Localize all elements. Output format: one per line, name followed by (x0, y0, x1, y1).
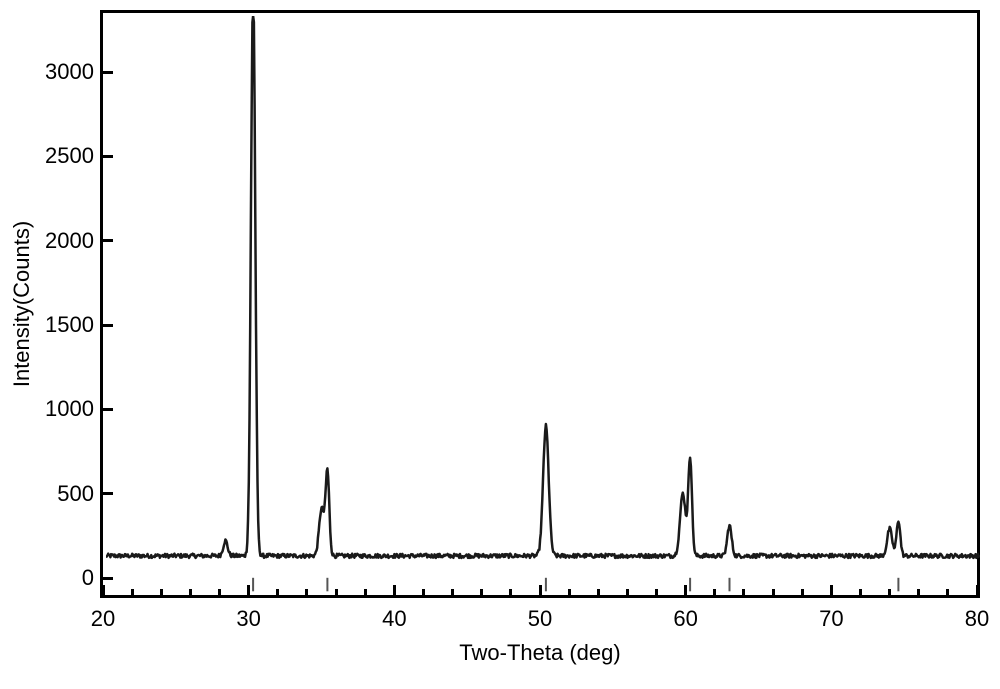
x-tick-minor (305, 589, 308, 595)
y-tick (103, 155, 113, 158)
y-tick-label: 1000 (45, 396, 94, 422)
y-tick-label: 3000 (45, 59, 94, 85)
x-tick-minor (655, 589, 658, 595)
y-axis-label: Intensity(Counts) (9, 221, 35, 387)
x-tick-major (830, 585, 833, 595)
x-tick-label: 40 (382, 606, 406, 632)
y-tick (103, 492, 113, 495)
x-tick-minor (189, 589, 192, 595)
x-tick-minor (772, 589, 775, 595)
x-tick-minor (422, 589, 425, 595)
x-tick-minor (888, 589, 891, 595)
y-tick-label: 0 (82, 565, 94, 591)
x-tick-minor (597, 589, 600, 595)
x-tick-minor (480, 589, 483, 595)
x-tick-minor (946, 589, 949, 595)
y-tick-label: 2500 (45, 143, 94, 169)
x-tick-label: 30 (236, 606, 260, 632)
x-tick-label: 60 (673, 606, 697, 632)
x-tick-minor (626, 589, 629, 595)
xrd-trace-svg (106, 16, 980, 598)
x-axis-label: Two-Theta (deg) (459, 640, 620, 666)
xrd-chart: Intensity(Counts) Two-Theta (deg) 0 500 10… (0, 0, 1000, 689)
y-tick-label: 1500 (45, 312, 94, 338)
x-tick-minor (917, 589, 920, 595)
x-tick-minor (160, 589, 163, 595)
x-tick-minor (218, 589, 221, 595)
y-tick-label: 500 (57, 481, 94, 507)
x-tick-minor (859, 589, 862, 595)
y-tick (103, 577, 113, 580)
x-tick-minor (276, 589, 279, 595)
x-tick-minor (131, 589, 134, 595)
x-tick-label: 50 (528, 606, 552, 632)
x-tick-minor (713, 589, 716, 595)
x-tick-label: 70 (819, 606, 843, 632)
x-tick-major (102, 585, 105, 595)
x-tick-minor (509, 589, 512, 595)
x-tick-major (976, 585, 979, 595)
y-tick (103, 239, 113, 242)
x-tick-major (247, 585, 250, 595)
y-tick (103, 324, 113, 327)
x-tick-minor (568, 589, 571, 595)
plot-area (100, 10, 980, 598)
xrd-trace (106, 16, 980, 558)
x-tick-minor (451, 589, 454, 595)
x-tick-major (393, 585, 396, 595)
x-tick-minor (742, 589, 745, 595)
x-tick-major (684, 585, 687, 595)
x-tick-minor (364, 589, 367, 595)
y-tick (103, 71, 113, 74)
x-tick-major (539, 585, 542, 595)
x-tick-minor (801, 589, 804, 595)
x-tick-label: 80 (965, 606, 989, 632)
x-tick-label: 20 (91, 606, 115, 632)
y-tick-label: 2000 (45, 228, 94, 254)
x-tick-minor (335, 589, 338, 595)
y-tick (103, 408, 113, 411)
